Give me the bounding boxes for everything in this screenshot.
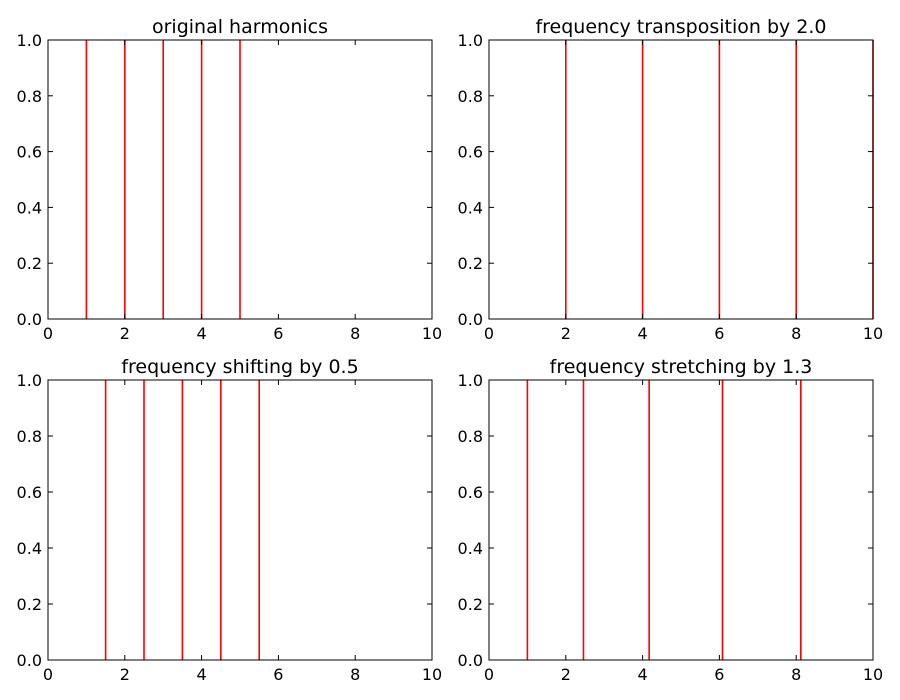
x-tick-label: 0 [484,324,494,343]
x-tick-label: 8 [791,665,801,684]
subplot-1: 0 2 4 6 8 10 0.0 0.2 0.4 0.6 0.8 1.0 original harmon… [17,16,443,343]
y-tick-label: 0.0 [17,310,42,329]
x-tick-label: 4 [638,665,648,684]
y-tick-label: 1.0 [458,31,483,50]
x-tick-label: 6 [714,665,724,684]
subplot-2: 0 2 4 6 8 10 0.0 0.2 0.4 0.6 0.8 1.0 frequency trans… [458,16,884,343]
y-tick-label: 0.4 [17,198,42,217]
plot-area [489,380,873,660]
y-tick-label: 0.0 [458,651,483,670]
y-tick-label: 0.8 [17,87,42,106]
y-tick-label: 0.2 [17,595,42,614]
y-tick-label: 0.2 [458,254,483,273]
y-tick-label: 1.0 [17,31,42,50]
x-tick-label: 6 [273,665,283,684]
x-tick-label: 8 [791,324,801,343]
x-tick-label: 4 [197,324,207,343]
x-tick-label: 6 [273,324,283,343]
subplot-title: frequency shifting by 0.5 [121,356,358,378]
x-tick-label: 8 [350,665,360,684]
x-tick-label: 10 [422,324,442,343]
y-tick-label: 0.8 [458,427,483,446]
axes-frame [47,39,433,320]
subplot-3: 0 2 4 6 8 10 0.0 0.2 0.4 0.6 0.8 1.0 frequency shift… [17,356,443,684]
subplot-title: frequency transposition by 2.0 [535,16,826,38]
x-tick-label: 2 [561,324,571,343]
y-tick-label: 0.6 [458,143,483,162]
x-tick-label: 0 [484,665,494,684]
subplot-4: 0 2 4 6 8 10 0.0 0.2 0.4 0.6 0.8 1.0 frequency stret… [458,356,884,684]
y-tick-label: 0.8 [17,427,42,446]
x-tick-label: 0 [43,665,53,684]
y-tick-label: 0.2 [17,254,42,273]
y-tick-label: 0.2 [458,595,483,614]
plot-area [48,380,432,660]
x-tick-label: 10 [422,665,442,684]
y-tick-label: 0.4 [458,539,483,558]
y-tick-label: 0.4 [17,539,42,558]
y-tick-label: 1.0 [17,371,42,390]
x-tick-label: 2 [120,324,130,343]
x-tick-label: 8 [350,324,360,343]
y-tick-label: 0.0 [458,310,483,329]
axes-frame [47,379,433,661]
x-tick-label: 10 [863,665,883,684]
x-tick-label: 0 [43,324,53,343]
x-tick-label: 10 [863,324,883,343]
y-tick-label: 0.6 [458,483,483,502]
y-tick-label: 0.4 [458,198,483,217]
subplot-title: original harmonics [152,16,328,38]
axes-frame [488,379,874,661]
y-tick-label: 0.6 [17,483,42,502]
subplot-title: frequency stretching by 1.3 [550,356,813,378]
axes-frame [488,39,874,320]
y-tick-label: 0.0 [17,651,42,670]
x-tick-label: 4 [197,665,207,684]
x-tick-label: 6 [714,324,724,343]
x-tick-label: 2 [561,665,571,684]
x-tick-label: 4 [638,324,648,343]
y-tick-label: 0.8 [458,87,483,106]
plot-area [489,40,873,319]
y-tick-label: 1.0 [458,371,483,390]
x-tick-label: 2 [120,665,130,684]
y-tick-label: 0.6 [17,143,42,162]
